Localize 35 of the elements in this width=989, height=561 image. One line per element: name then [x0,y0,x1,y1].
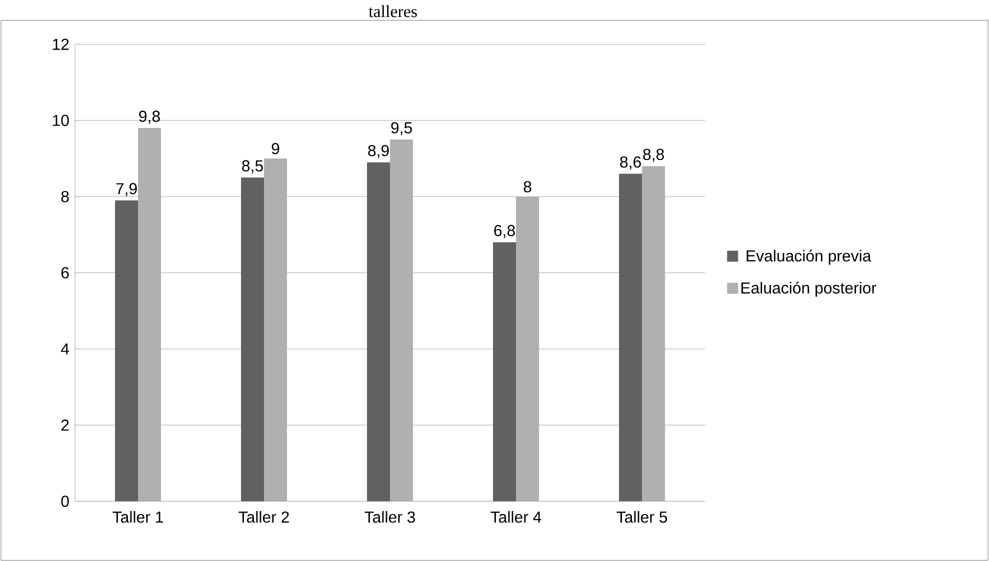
bar [642,166,666,502]
bar [115,200,138,502]
chart-title: talleres [368,5,417,18]
y-tick-label: 10 [52,114,69,126]
x-tick-label: Taller 3 [364,510,415,523]
bar [619,174,642,502]
bar [264,158,288,502]
bar [493,242,516,502]
bar [367,162,390,502]
y-tick-label: 8 [61,190,69,202]
data-label: 9 [272,142,280,154]
data-label: 9,5 [391,122,412,136]
bar [390,139,414,502]
data-label: 6,8 [494,224,515,238]
legend-label: Evaluación previa [746,250,872,265]
data-label: 8,9 [368,144,389,158]
legend-label: Ealuación posterior [741,282,876,297]
data-label: 8 [524,180,532,192]
y-tick-label: 2 [61,419,69,431]
data-label: 8,5 [242,160,263,174]
data-label: 9,8 [139,110,160,124]
bar [138,128,161,502]
data-label: 8,6 [620,156,641,170]
data-label: 8,8 [643,148,664,162]
x-tick-label: Taller 5 [616,510,668,523]
y-tick-label: 6 [61,266,69,278]
y-tick-label: 12 [52,38,69,50]
data-label: 7,9 [116,182,137,196]
x-tick-label: Taller 2 [238,510,289,523]
x-tick-label: Taller 4 [490,510,542,523]
bar [241,177,264,502]
y-tick-label: 0 [61,496,69,507]
y-tick-label: 4 [60,343,70,354]
bar [516,196,540,502]
x-tick-label: Taller 1 [112,510,163,523]
